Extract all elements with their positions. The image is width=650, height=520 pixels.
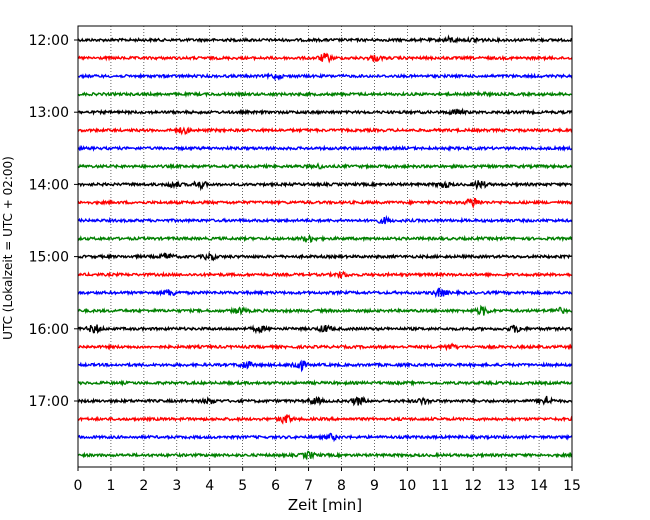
trace-1745 <box>77 450 573 461</box>
trace-1600 <box>77 324 573 335</box>
x-tick-label: 8 <box>337 478 346 494</box>
trace-1445 <box>77 233 573 244</box>
trace-1615 <box>77 342 573 352</box>
x-tick-label: 10 <box>398 478 416 494</box>
trace-1415 <box>77 197 573 209</box>
x-tick-label: 12 <box>464 478 482 494</box>
x-tick-label: 5 <box>238 478 247 494</box>
trace-1630 <box>77 359 573 373</box>
trace-1245 <box>77 89 573 98</box>
x-tick-label: 13 <box>497 478 515 494</box>
trace-1645 <box>77 379 573 387</box>
trace-1345 <box>77 162 573 171</box>
y-tick-label: 15:00 <box>29 250 69 266</box>
x-tick-label: 1 <box>106 478 115 494</box>
trace-1300 <box>77 107 573 116</box>
y-axis-ticks: 12:00 13:00 14:00 15:00 16:00 17:00 <box>29 33 78 410</box>
x-tick-label: 14 <box>530 478 548 494</box>
x-tick-label: 0 <box>74 478 83 494</box>
x-tick-label: 3 <box>172 478 181 494</box>
y-axis-label: UTC (Lokalzeit = UTC + 02:00) <box>1 156 15 340</box>
x-tick-label: 15 <box>563 478 581 494</box>
trace-1715 <box>77 414 573 425</box>
y-tick-label: 12:00 <box>29 33 69 49</box>
trace-1515 <box>77 270 573 279</box>
y-tick-label: 14:00 <box>29 177 69 193</box>
x-tick-label: 2 <box>139 478 148 494</box>
trace-1315 <box>77 126 573 136</box>
trace-1230 <box>77 72 573 82</box>
x-tick-label: 9 <box>370 478 379 494</box>
seismogram-traces <box>77 34 573 461</box>
trace-1545 <box>78 304 573 316</box>
x-tick-label: 11 <box>431 478 449 494</box>
trace-1330 <box>77 144 573 152</box>
x-axis-ticks: 0 1 2 3 4 5 6 7 8 9 10 11 12 13 14 15 <box>74 467 581 494</box>
y-tick-label: 16:00 <box>29 322 69 338</box>
trace-1730 <box>77 432 573 443</box>
trace-1200 <box>77 34 573 45</box>
x-axis-label: Zeit [min] <box>288 496 362 514</box>
y-tick-label: 13:00 <box>29 105 69 121</box>
y-tick-label: 17:00 <box>29 394 69 410</box>
trace-1530 <box>77 287 573 299</box>
trace-1430 <box>77 214 573 225</box>
x-tick-label: 6 <box>271 478 280 494</box>
trace-1400 <box>77 179 573 192</box>
trace-1700 <box>77 395 573 407</box>
x-tick-label: 4 <box>205 478 214 494</box>
plot-frame <box>77 25 573 468</box>
x-tick-label: 7 <box>304 478 313 494</box>
trace-1215 <box>77 52 573 64</box>
trace-1500 <box>77 251 573 262</box>
